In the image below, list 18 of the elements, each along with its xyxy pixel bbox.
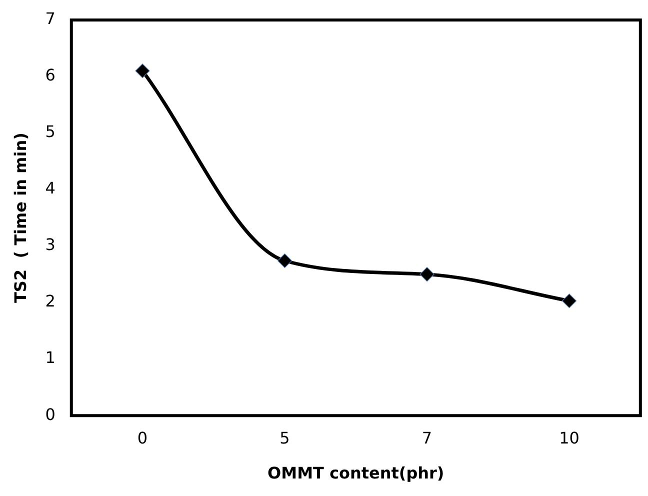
y-axis-title: TS2 ( Time in min) — [10, 132, 30, 303]
point — [562, 294, 577, 308]
y-tick-label: 6 — [45, 66, 56, 85]
y-tick-label: 2 — [45, 292, 56, 311]
y-tick-label: 0 — [45, 404, 56, 424]
point — [420, 267, 434, 282]
x-axis-title: OMMT content(phr) — [268, 464, 444, 483]
point — [277, 253, 292, 268]
x-tick-label: 5 — [280, 428, 290, 448]
x-tick-label: 7 — [422, 428, 432, 448]
y-tick-label: 7 — [45, 9, 56, 28]
y-tick-label: 1 — [45, 348, 56, 368]
point — [135, 64, 150, 78]
y-tick-label: 5 — [45, 122, 56, 142]
x-tick-label: 10 — [559, 428, 580, 448]
x-tick-label: 0 — [137, 428, 148, 448]
y-tick-label: 4 — [45, 178, 56, 198]
y-tick-label: 3 — [45, 235, 56, 254]
